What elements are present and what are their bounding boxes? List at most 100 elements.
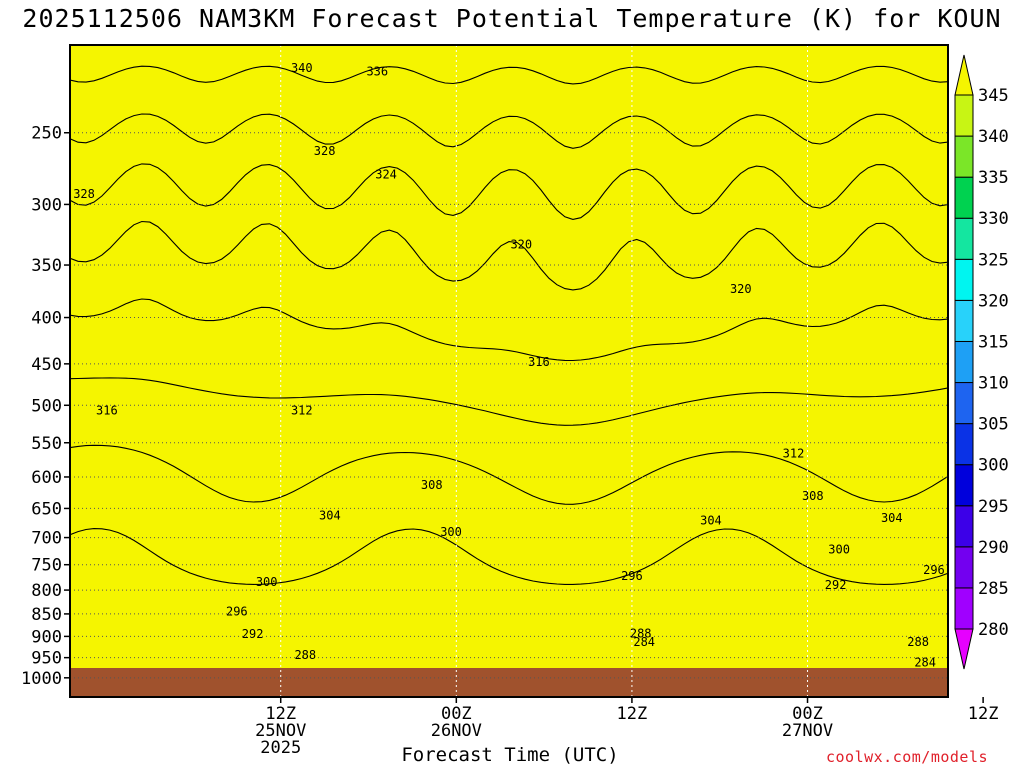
contour-lines <box>70 65 948 585</box>
colorbar-swatch <box>954 94 974 137</box>
colorbar-label: 315 <box>978 332 1009 352</box>
isentrope-316 <box>70 113 948 149</box>
colorbar-swatch <box>954 464 974 507</box>
isentrope-312 <box>70 163 948 220</box>
colorbar-label: 320 <box>978 291 1009 311</box>
contour-label: 324 <box>375 167 397 181</box>
credit-text: coolwx.com/models <box>826 748 989 766</box>
colorbar-label: 330 <box>978 209 1009 229</box>
contour-label: 328 <box>73 187 95 201</box>
colorbar-label: 340 <box>978 127 1009 147</box>
y-tick-label: 600 <box>31 468 62 488</box>
x-tick-label: 12Z <box>265 704 296 724</box>
y-tick-label: 250 <box>31 124 62 144</box>
contour-label: 328 <box>314 144 336 158</box>
contour-label: 288 <box>630 626 652 640</box>
y-tick-label: 650 <box>31 499 62 519</box>
contour-label: 316 <box>96 404 118 418</box>
isentrope-292 <box>70 528 948 585</box>
colorbar-swatch <box>954 135 974 178</box>
y-tick-label: 850 <box>31 605 62 625</box>
potential-temperature-fill <box>70 45 948 697</box>
contour-label: 320 <box>510 237 532 251</box>
contour-label: 288 <box>294 648 316 662</box>
x-tick-label: 12Z <box>968 704 999 724</box>
x-tick-label: 26NOV <box>431 721 482 741</box>
x-axis-title: Forecast Time (UTC) <box>401 744 619 766</box>
colorbar-swatch <box>954 382 974 425</box>
grid-lines <box>70 45 984 697</box>
y-tick-label: 700 <box>31 529 62 549</box>
y-tick-label: 950 <box>31 649 62 669</box>
contour-label: 284 <box>633 635 655 649</box>
colorbar-label: 280 <box>978 620 1009 640</box>
y-axis: 2503003504004505005506006507007508008509… <box>21 124 70 689</box>
contour-label: 296 <box>923 563 945 577</box>
y-tick-label: 500 <box>31 396 62 416</box>
contour-label: 304 <box>700 513 722 527</box>
colorbar-label: 305 <box>978 415 1009 435</box>
colorbar-swatch <box>954 546 974 589</box>
contour-label: 288 <box>907 635 929 649</box>
y-tick-label: 400 <box>31 309 62 329</box>
colorbar-label: 325 <box>978 250 1009 270</box>
y-tick-label: 450 <box>31 355 62 375</box>
isentrope-320 <box>70 65 948 85</box>
isentrope-304 <box>70 298 948 362</box>
contour-label: 312 <box>291 404 313 418</box>
y-tick-label: 800 <box>31 581 62 601</box>
contour-label: 340 <box>291 61 313 75</box>
y-tick-label: 350 <box>31 256 62 276</box>
chart-title: 2025112506 NAM3KM Forecast Potential Tem… <box>22 4 1002 33</box>
colorbar-label: 290 <box>978 538 1009 558</box>
colorbar-label: 335 <box>978 168 1009 188</box>
contour-label: 292 <box>242 627 264 641</box>
colorbar-label: 285 <box>978 579 1009 599</box>
x-tick-label: 25NOV <box>255 721 306 741</box>
x-tick-label: 00Z <box>792 704 823 724</box>
contour-label: 312 <box>783 446 805 460</box>
colorbar-extend-low <box>954 628 974 670</box>
colorbar-swatch <box>954 176 974 219</box>
contour-labels: 340 336 328 324 328 320 320 316 316 312 312 308 308 3… <box>73 61 945 670</box>
y-tick-label: 300 <box>31 195 62 215</box>
y-tick-label: 750 <box>31 556 62 576</box>
x-tick-label: 2025 <box>260 738 301 758</box>
contour-label: 320 <box>730 282 752 296</box>
isentrope-296 <box>70 444 948 505</box>
colorbar-swatch <box>954 299 974 342</box>
contour-label: 284 <box>914 656 936 670</box>
colorbar-label: 345 <box>978 86 1009 106</box>
contour-label: 336 <box>366 65 388 79</box>
colorbar-swatch <box>954 423 974 466</box>
colorbar-extend-high <box>954 54 974 96</box>
x-tick-label: 27NOV <box>782 721 833 741</box>
colorbar-label: 300 <box>978 456 1009 476</box>
colorbar-label: 295 <box>978 497 1009 517</box>
y-tick-label: 1000 <box>21 669 62 689</box>
contour-label: 304 <box>881 511 903 525</box>
colorbar: 280 285 290 295 300 305 310 315 320 325 330 335 340 3… <box>954 54 1009 670</box>
contour-label: 296 <box>621 569 643 583</box>
contour-label: 316 <box>528 355 550 369</box>
contour-label: 308 <box>802 489 824 503</box>
x-tick-label: 12Z <box>617 704 648 724</box>
y-tick-label: 900 <box>31 627 62 647</box>
x-tick-label: 00Z <box>441 704 472 724</box>
plot-frame <box>69 44 949 698</box>
y-tick-label: 550 <box>31 434 62 454</box>
colorbar-swatch <box>954 217 974 260</box>
isentrope-300 <box>70 377 948 426</box>
colorbar-label: 310 <box>978 374 1009 394</box>
isentrope-308 <box>70 220 948 291</box>
contour-label: 296 <box>226 605 248 619</box>
contour-label: 300 <box>440 525 462 539</box>
contour-label: 308 <box>421 478 443 492</box>
colorbar-swatch <box>954 587 974 630</box>
contour-label: 304 <box>319 509 341 523</box>
band-above-345 <box>70 45 948 697</box>
colorbar-swatch <box>954 505 974 548</box>
colorbar-swatch <box>954 340 974 384</box>
